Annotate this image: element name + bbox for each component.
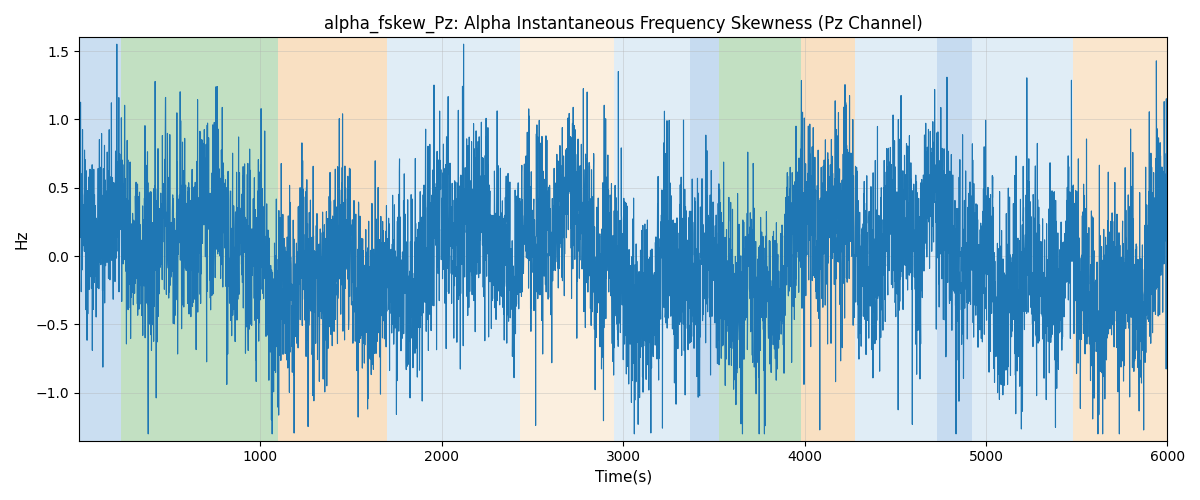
Bar [79,38,121,440]
Bar [856,38,937,440]
Bar [520,38,614,440]
Bar [278,38,388,440]
Title: alpha_fskew_Pz: Alpha Instantaneous Frequency Skewness (Pz Channel): alpha_fskew_Pz: Alpha Instantaneous Freq… [324,15,923,34]
Bar [614,38,690,440]
Bar [937,38,972,440]
Bar [719,38,800,440]
Bar [1073,38,1168,440]
Bar [388,38,520,440]
Bar [121,38,278,440]
Y-axis label: Hz: Hz [14,230,30,249]
Bar [800,38,856,440]
Bar [972,38,1073,440]
X-axis label: Time(s): Time(s) [594,470,652,485]
Bar [690,38,719,440]
